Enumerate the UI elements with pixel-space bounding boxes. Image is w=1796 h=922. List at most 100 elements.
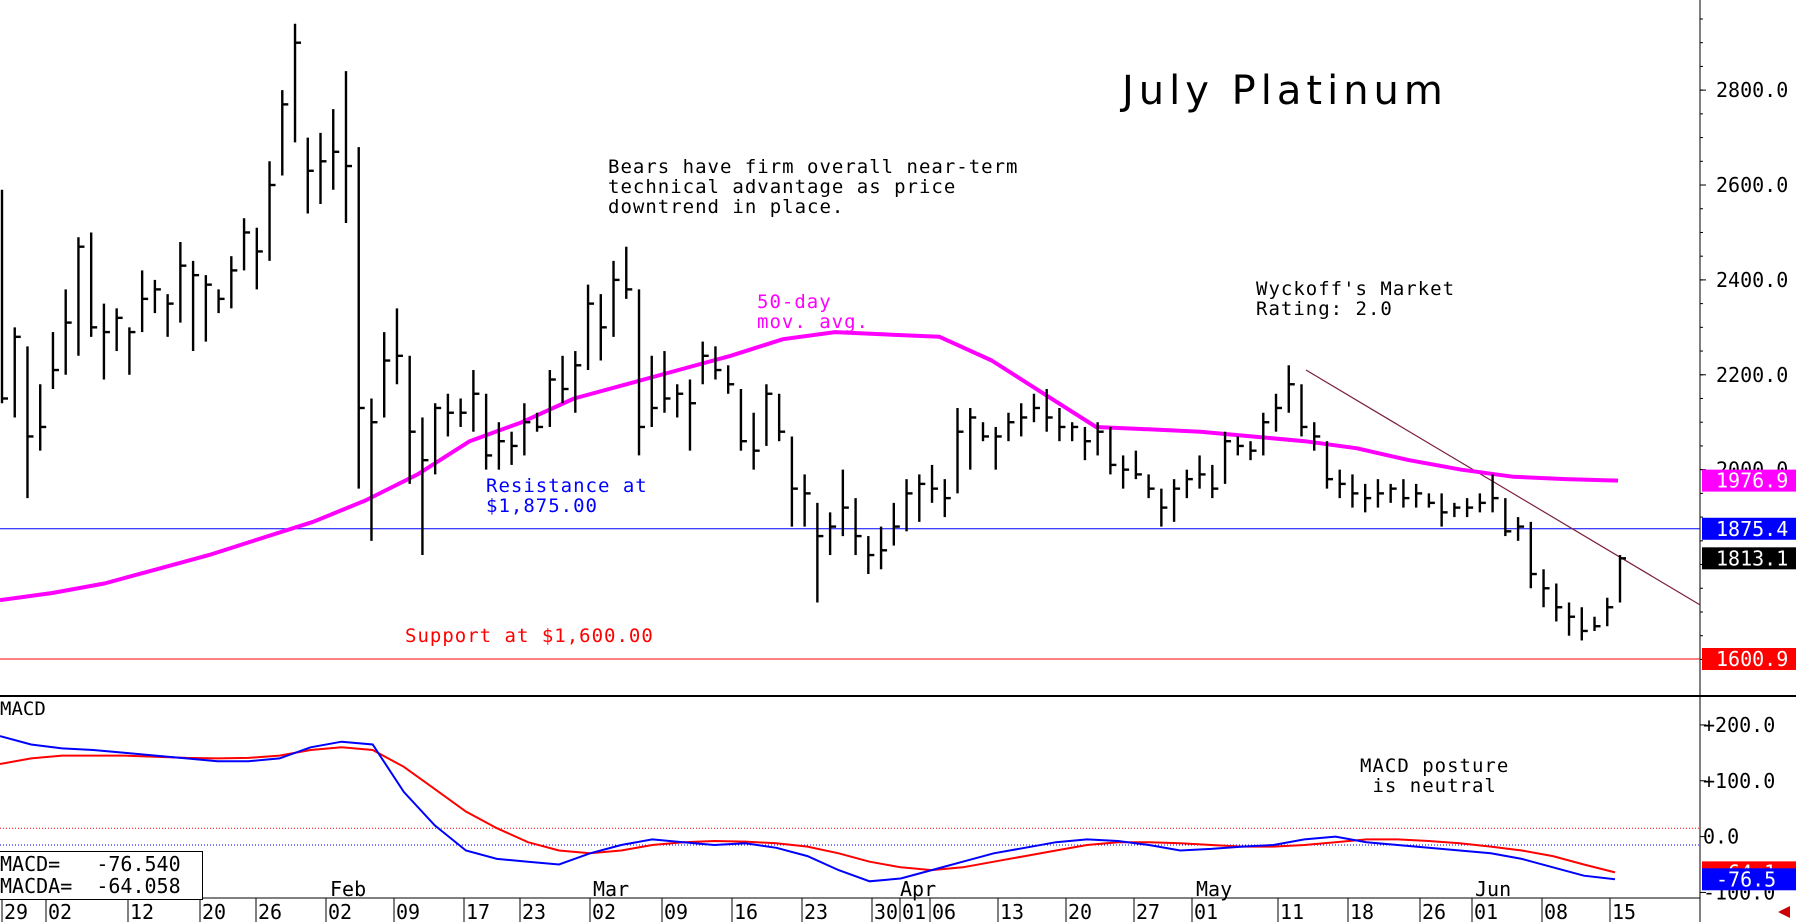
day-label: 01 [1474,900,1498,922]
price-bar [1032,393,1040,423]
support-annotation: Support at $1,600.00 [405,625,654,647]
price-bar [1504,498,1512,537]
price-axis: 2800.02600.02400.02200.02000.01976.91875… [1700,18,1796,904]
price-bar [1351,474,1359,508]
price-bar [726,365,735,394]
price-bar [408,355,416,484]
macd-tick-label: +100.0 [1703,769,1775,793]
price-tag-box [1702,517,1796,540]
price-bar [879,526,888,570]
price-bar [905,479,913,532]
ma50-series [0,330,1619,603]
price-bar [714,346,722,380]
price-bar [1606,597,1614,627]
price-bar [1020,403,1028,437]
price-bar [433,403,442,475]
price-tag: 1976.9 [1702,469,1796,493]
macd-tag-box [1702,868,1796,891]
price-bar [1045,389,1053,432]
price-bar [459,398,467,427]
price-bar [892,502,900,546]
price-bar [994,426,1002,470]
price-bar [803,474,811,527]
price-bar [854,498,862,556]
price-bar [13,327,21,418]
price-bar [370,398,378,541]
price-bar [217,289,225,314]
price-bar [1083,426,1091,461]
day-label: 09 [664,900,688,922]
price-bar [344,71,352,223]
price-bar [1211,464,1219,499]
price-bar [1593,616,1601,631]
price-bar [1567,602,1576,636]
price-bar [739,389,747,451]
day-label: 13 [1000,900,1024,922]
price-bar [1185,469,1193,499]
price-bar [0,189,8,404]
price-bar [1134,450,1142,480]
price-bar [867,536,875,575]
day-label: 20 [202,900,226,922]
price-bar [612,260,620,337]
price-bar [1491,474,1499,513]
price-bar [1172,479,1181,522]
price-bar [1198,455,1206,489]
price-bar [255,227,263,290]
macd-readout: MACD= -76.540 MACDA= -64.058 [0,851,203,900]
price-bar [1325,441,1333,489]
price-bar [1465,498,1474,518]
price-bar [319,132,327,204]
downtrend-line [1305,369,1701,606]
month-label: Mar [593,877,629,901]
macd-series [0,735,1616,883]
price-tag: 1600.9 [1702,647,1796,671]
price-bar [1313,422,1321,451]
month-label: Jun [1475,877,1511,901]
price-tag-box [1702,547,1796,570]
day-label: 18 [1350,900,1374,922]
price-bar [752,412,760,470]
price-bar [140,270,149,333]
price-bar [1478,493,1486,513]
price-bar [115,308,123,352]
price-tag-label: 1600.9 [1716,647,1788,671]
resistance-annotation: Resistance at $1,875.00 [486,475,648,517]
price-bar [969,407,977,470]
price-bar [179,241,187,323]
rating-annotation: Wyckoff's Market Rating: 2.0 [1256,278,1456,320]
price-bar [1618,555,1626,603]
day-label: 02 [592,900,616,922]
day-label: 12 [130,900,154,922]
day-label: 23 [804,900,828,922]
price-bar [1427,493,1435,508]
ma50-annotation: 50-day mov. avg. [757,291,869,333]
macd-annotation: MACD posture is neutral [1360,755,1510,797]
price-bar [663,351,671,413]
day-label: 11 [1280,900,1304,922]
price-tag-label: 1813.1 [1716,546,1788,570]
price-bar [637,289,646,456]
price-bar [765,384,773,446]
day-label: 08 [1544,900,1568,922]
price-bar [153,279,161,314]
price-bar [1249,441,1257,461]
price-bar [357,147,365,489]
day-label: 16 [734,900,758,922]
macd-tick-label: 0.0 [1703,825,1739,849]
price-bar [1096,422,1104,456]
ma50-line [0,330,1619,603]
price-bar [128,327,136,375]
day-label: 02 [328,900,352,922]
price-bar [89,232,98,337]
price-bar [421,417,429,556]
price-tag-label: 1875.4 [1716,517,1788,541]
price-bar [1542,569,1550,608]
price-bar [497,422,505,470]
price-bar [1223,431,1232,484]
price-bar [395,308,403,385]
macda-readout-value: MACDA= -64.058 [0,874,181,898]
price-bar [561,355,569,404]
price-bar [790,436,798,527]
